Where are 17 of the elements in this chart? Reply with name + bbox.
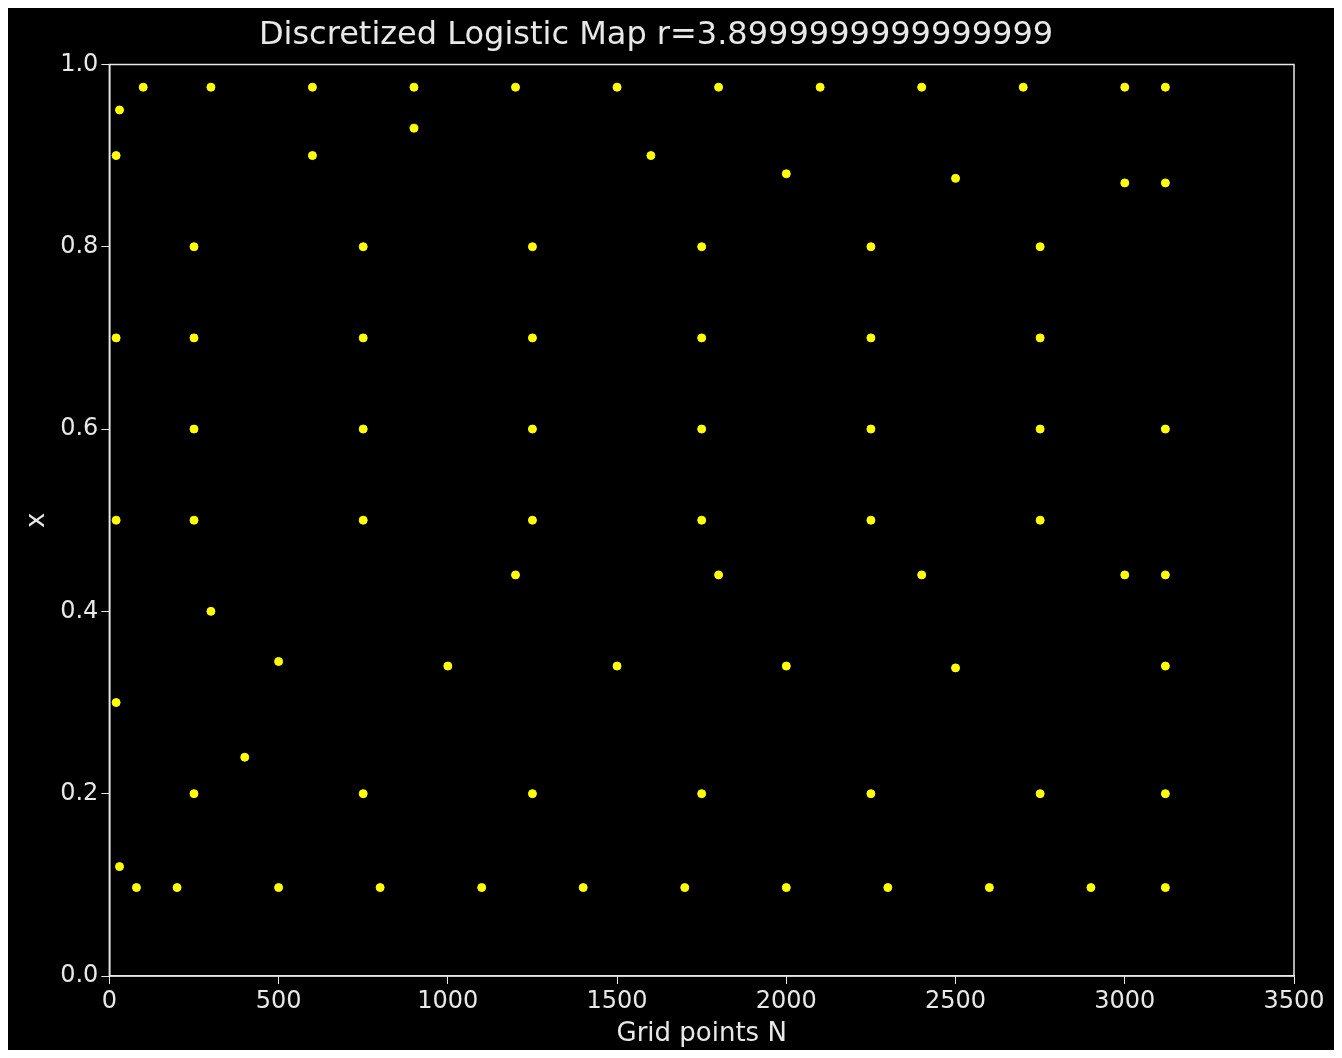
chart-title: Discretized Logistic Map r=3.8999999999999999 — [258, 13, 1054, 52]
y-tick-label: 0.4 — [60, 595, 99, 624]
x-tick-label: 2000 — [755, 985, 817, 1014]
y-axis-title: x — [20, 512, 51, 528]
x-axis-title: Grid points N — [616, 1017, 787, 1048]
y-tick-label: 0.8 — [60, 230, 99, 259]
x-tick-label: 1000 — [417, 985, 479, 1014]
x-tick-label: 2500 — [924, 985, 987, 1014]
y-tick-label: 1.0 — [60, 48, 99, 77]
y-tick-label: 0.2 — [60, 777, 99, 806]
x-tick-label: 3000 — [1094, 985, 1156, 1014]
x-tick-label: 0 — [101, 985, 118, 1014]
y-tick-label: 0.0 — [60, 960, 99, 989]
y-tick-label: 0.6 — [60, 413, 99, 442]
x-tick-label: 1500 — [586, 985, 648, 1014]
x-tick-label: 3500 — [1263, 985, 1325, 1014]
x-tick-label: 500 — [255, 985, 302, 1014]
